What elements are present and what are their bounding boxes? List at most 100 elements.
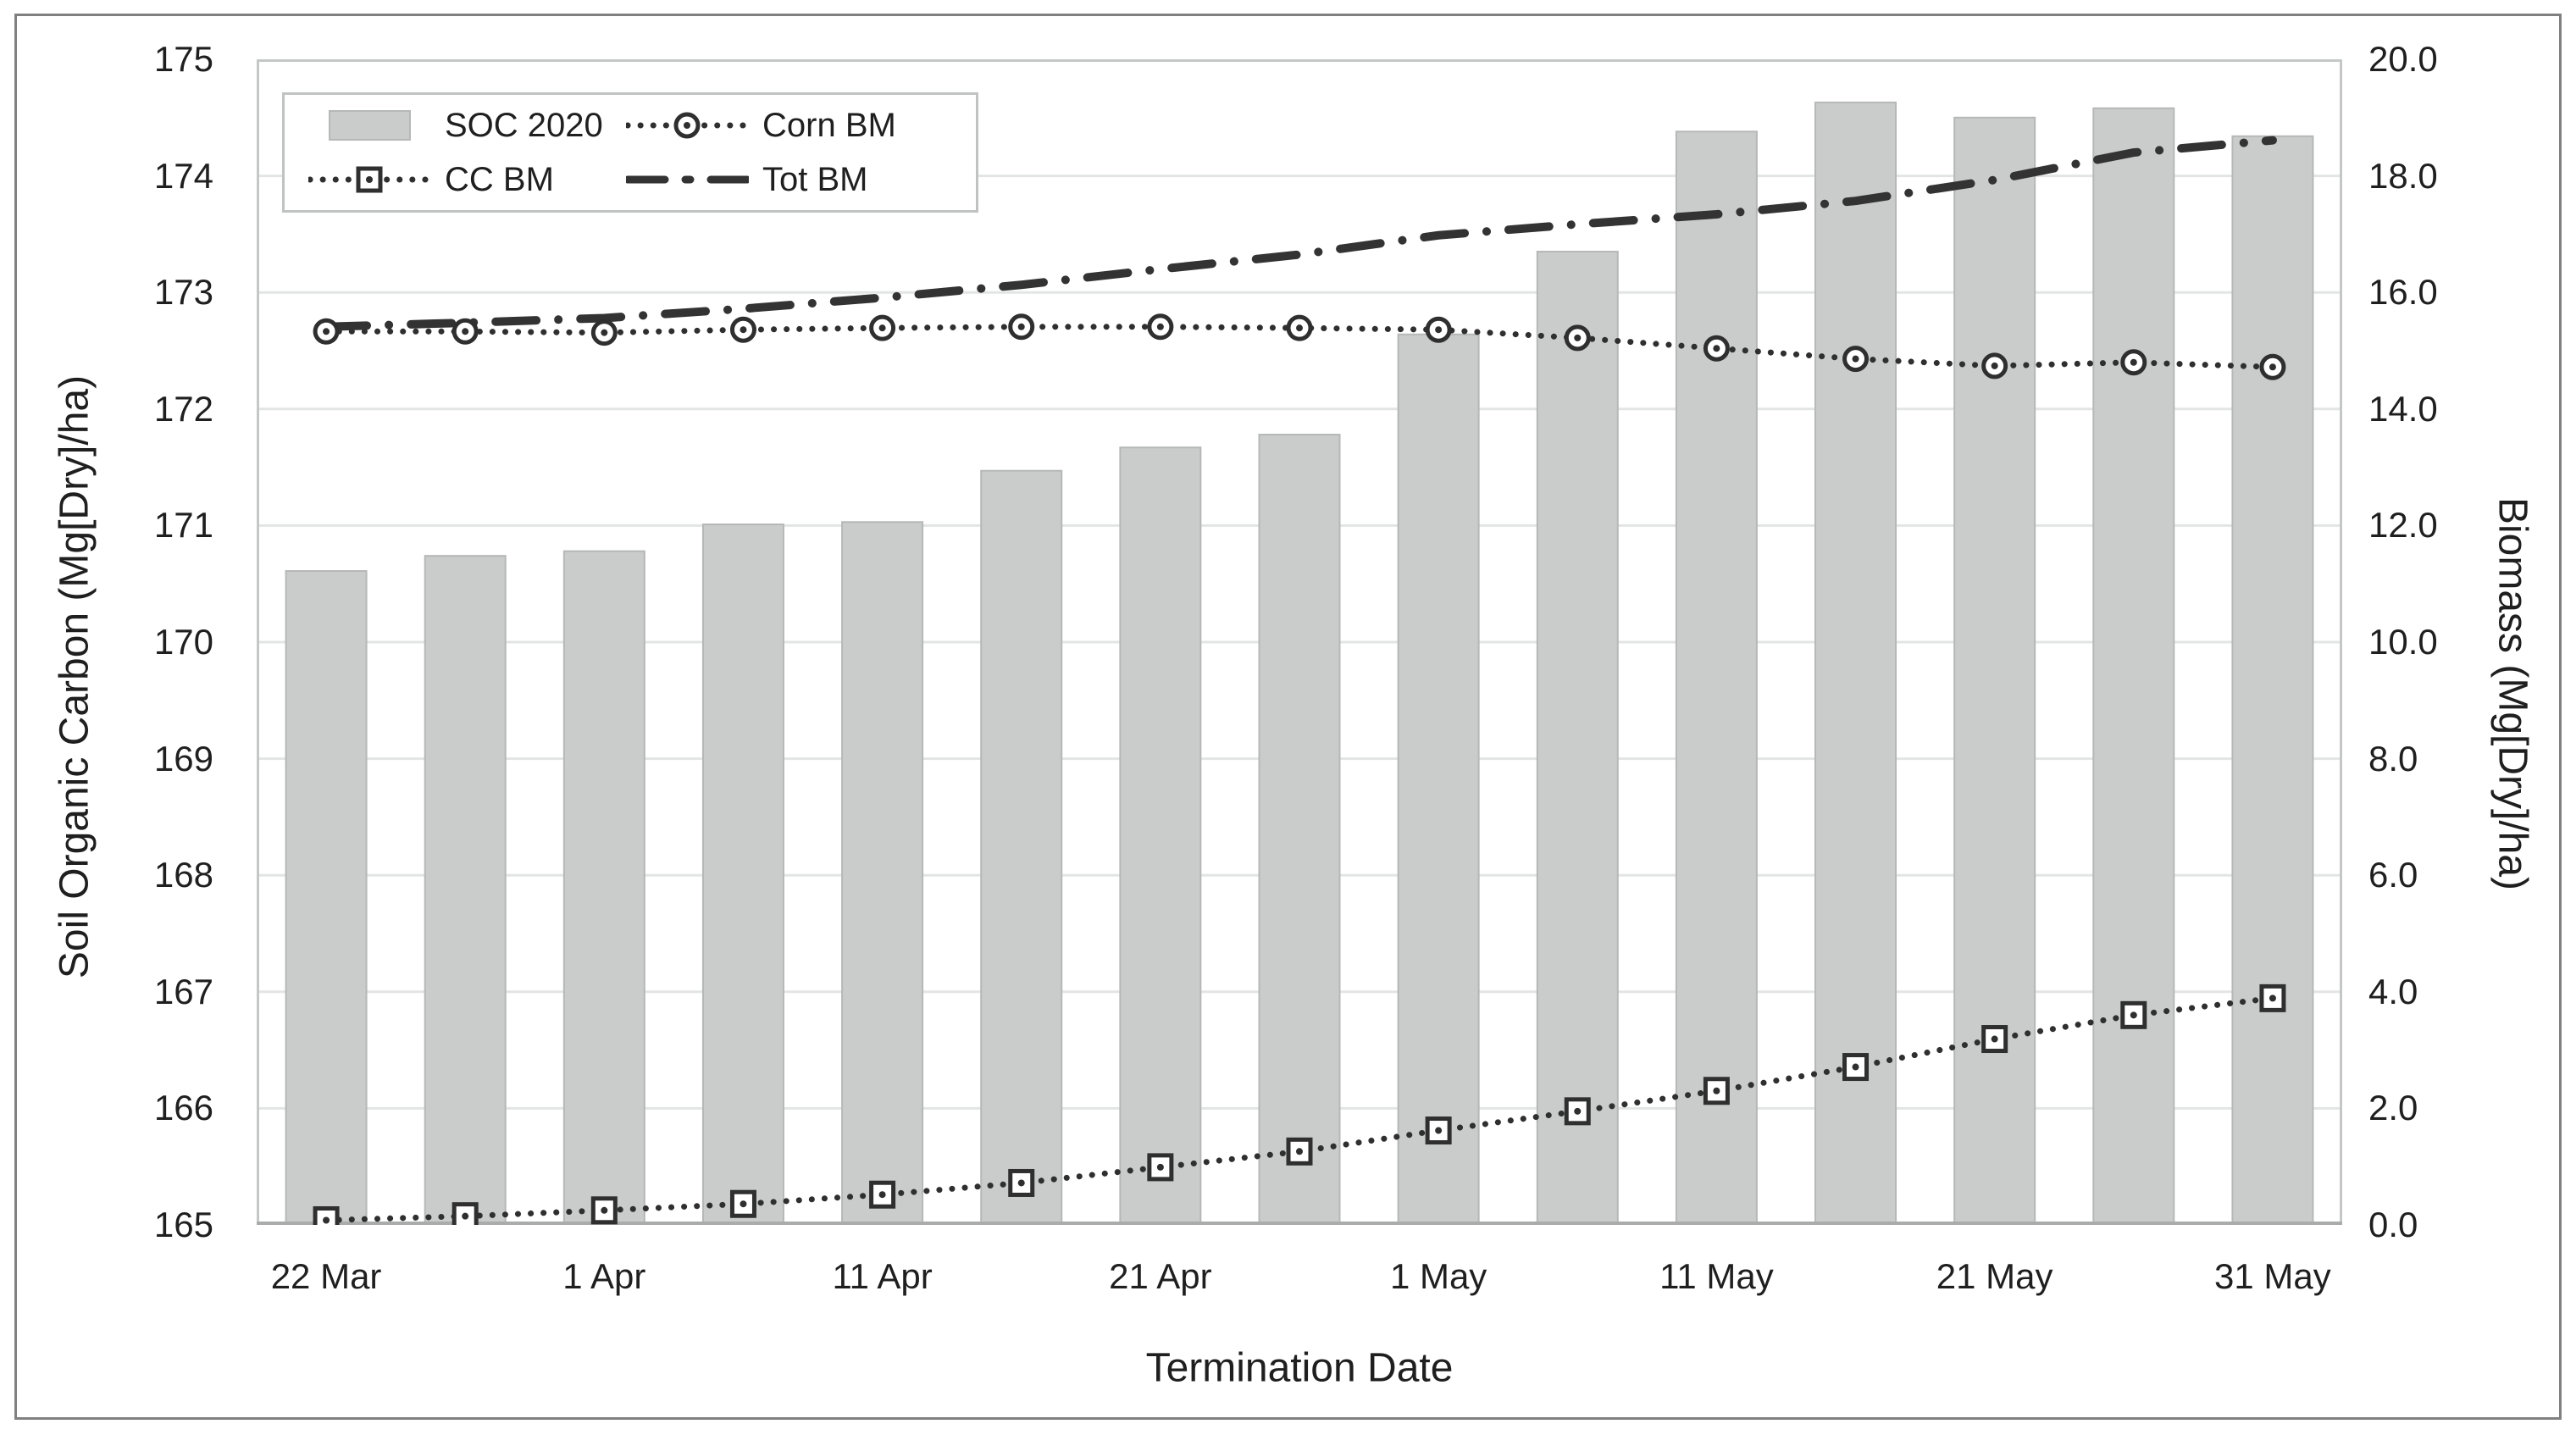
legend-label-soc-2020: SOC 2020 xyxy=(445,106,603,144)
marker-dot xyxy=(1574,334,1582,341)
x-axis-tick: 31 May xyxy=(2214,1256,2331,1296)
bar-soc-2020 xyxy=(2092,107,2175,1225)
x-axis-tick: 11 May xyxy=(1659,1256,1774,1296)
x-axis-tick: 1 May xyxy=(1389,1256,1487,1296)
bar-soc-2020 xyxy=(1675,130,1758,1225)
marker-dot xyxy=(1991,1035,1998,1043)
marker-dot xyxy=(2130,358,2137,366)
marker-dot xyxy=(1156,323,1164,330)
right-axis-tick: 0.0 xyxy=(2368,1205,2418,1244)
x-axis-tick: 21 Apr xyxy=(1109,1256,1212,1296)
bar-soc-2020 xyxy=(1258,434,1341,1225)
marker-dot xyxy=(2269,995,2276,1002)
marker-dot xyxy=(1296,324,1303,332)
marker-dot xyxy=(740,1200,747,1208)
left-axis-tick: 174 xyxy=(153,155,213,196)
marker-dot xyxy=(1713,345,1720,352)
marker-dot xyxy=(878,1191,886,1199)
bar-swatch-icon xyxy=(308,107,431,144)
left-axis-tick: 168 xyxy=(153,855,213,895)
x-axis-tick: 1 Apr xyxy=(562,1256,646,1296)
right-axis-tick: 2.0 xyxy=(2368,1088,2418,1128)
legend-entry-tot-bm: Tot BM xyxy=(626,161,976,199)
x-axis-tick: 11 Apr xyxy=(832,1256,933,1296)
line-tot-bm xyxy=(322,136,2277,331)
right-axis-title: Biomass (Mg[Dry]/ha) xyxy=(2490,496,2535,891)
bar-soc-2020 xyxy=(1536,251,1619,1225)
right-axis-tick: 8.0 xyxy=(2368,738,2418,778)
x-axis-tick: 21 May xyxy=(1936,1256,2053,1296)
legend-entry-corn-bm: Corn BM xyxy=(626,107,976,145)
bar-soc-2020 xyxy=(2231,135,2314,1225)
bar-soc-2020 xyxy=(1814,101,1897,1225)
right-axis-tick: 12.0 xyxy=(2368,505,2438,546)
left-axis-tick: 169 xyxy=(153,738,213,778)
marker-square-cc-bm xyxy=(2259,983,2286,1012)
legend-entry-soc-2020: SOC 2020 xyxy=(308,107,626,145)
bar-soc-2020 xyxy=(1397,333,1480,1225)
marker-dot xyxy=(601,329,608,336)
legend: SOC 2020 Corn BM xyxy=(282,92,978,213)
right-axis-tick: 14.0 xyxy=(2368,388,2438,429)
marker-dot xyxy=(2130,1011,2137,1019)
marker-dot xyxy=(601,1206,608,1214)
left-axis-tick: 175 xyxy=(153,39,213,79)
right-axis-tick: 4.0 xyxy=(2368,971,2418,1011)
marker-dot xyxy=(323,328,330,335)
marker-dot xyxy=(878,324,886,332)
marker-dot xyxy=(323,1216,330,1224)
marker-dot xyxy=(740,326,747,334)
legend-label-corn-bm: Corn BM xyxy=(762,106,896,144)
bar-soc-2020 xyxy=(841,521,924,1225)
marker-dot xyxy=(1435,326,1443,334)
marker-square-cc-bm xyxy=(1147,1153,1174,1182)
left-axis-tick: 170 xyxy=(153,622,213,662)
marker-dot xyxy=(1435,1127,1443,1134)
marker-dot xyxy=(1156,1163,1164,1171)
left-axis-title: Soil Organic Carbon (Mg[Dry]/ha) xyxy=(52,374,97,979)
left-axis-tick: 166 xyxy=(153,1088,213,1128)
legend-label-tot-bm: Tot BM xyxy=(762,160,868,198)
right-axis-tick: 20.0 xyxy=(2368,39,2438,79)
chart-frame: SOC 2020 Corn BM xyxy=(14,14,2562,1420)
marker-dot xyxy=(1296,1148,1303,1155)
x-axis-tick: 22 Mar xyxy=(270,1256,382,1296)
bar-soc-2020 xyxy=(701,524,784,1225)
left-axis-tick: 165 xyxy=(153,1205,213,1244)
bar-soc-2020 xyxy=(285,570,368,1225)
legend-label-cc-bm: CC BM xyxy=(445,160,554,198)
bar-soc-2020 xyxy=(1119,446,1202,1225)
marker-dot xyxy=(2269,363,2276,371)
legend-entry-cc-bm: CC BM xyxy=(308,161,626,199)
dash-dot-line-icon xyxy=(626,161,749,198)
marker-square-cc-bm xyxy=(729,1189,756,1218)
bar-soc-2020 xyxy=(1953,116,2036,1225)
bar-soc-2020 xyxy=(424,555,507,1225)
left-axis-tick: 172 xyxy=(153,388,213,429)
dotted-circle-line-icon xyxy=(626,107,749,144)
left-axis-tick: 167 xyxy=(153,971,213,1011)
dotted-square-line-icon xyxy=(308,161,431,198)
marker-dot xyxy=(1574,1107,1582,1115)
right-axis-tick: 6.0 xyxy=(2368,855,2418,895)
marker-dot xyxy=(462,1212,469,1220)
marker-dot xyxy=(1991,362,1998,369)
right-axis-tick: 18.0 xyxy=(2368,155,2438,196)
left-axis-tick: 171 xyxy=(153,505,213,546)
right-axis-tick: 16.0 xyxy=(2368,272,2438,313)
x-axis-title: Termination Date xyxy=(1145,1345,1454,1391)
bar-soc-2020 xyxy=(980,469,1063,1225)
right-axis-tick: 10.0 xyxy=(2368,622,2438,662)
marker-dot xyxy=(1713,1087,1720,1094)
marker-square-cc-bm xyxy=(451,1202,479,1225)
marker-square-cc-bm xyxy=(313,1205,340,1225)
left-axis-tick: 173 xyxy=(153,272,213,313)
marker-dot xyxy=(1017,323,1025,330)
marker-dot xyxy=(462,328,469,335)
marker-dot xyxy=(1852,1063,1859,1071)
bar-soc-2020 xyxy=(562,550,645,1225)
marker-dot xyxy=(1017,1179,1025,1187)
marker-dot xyxy=(1852,355,1859,363)
plot-area xyxy=(257,59,2342,1225)
